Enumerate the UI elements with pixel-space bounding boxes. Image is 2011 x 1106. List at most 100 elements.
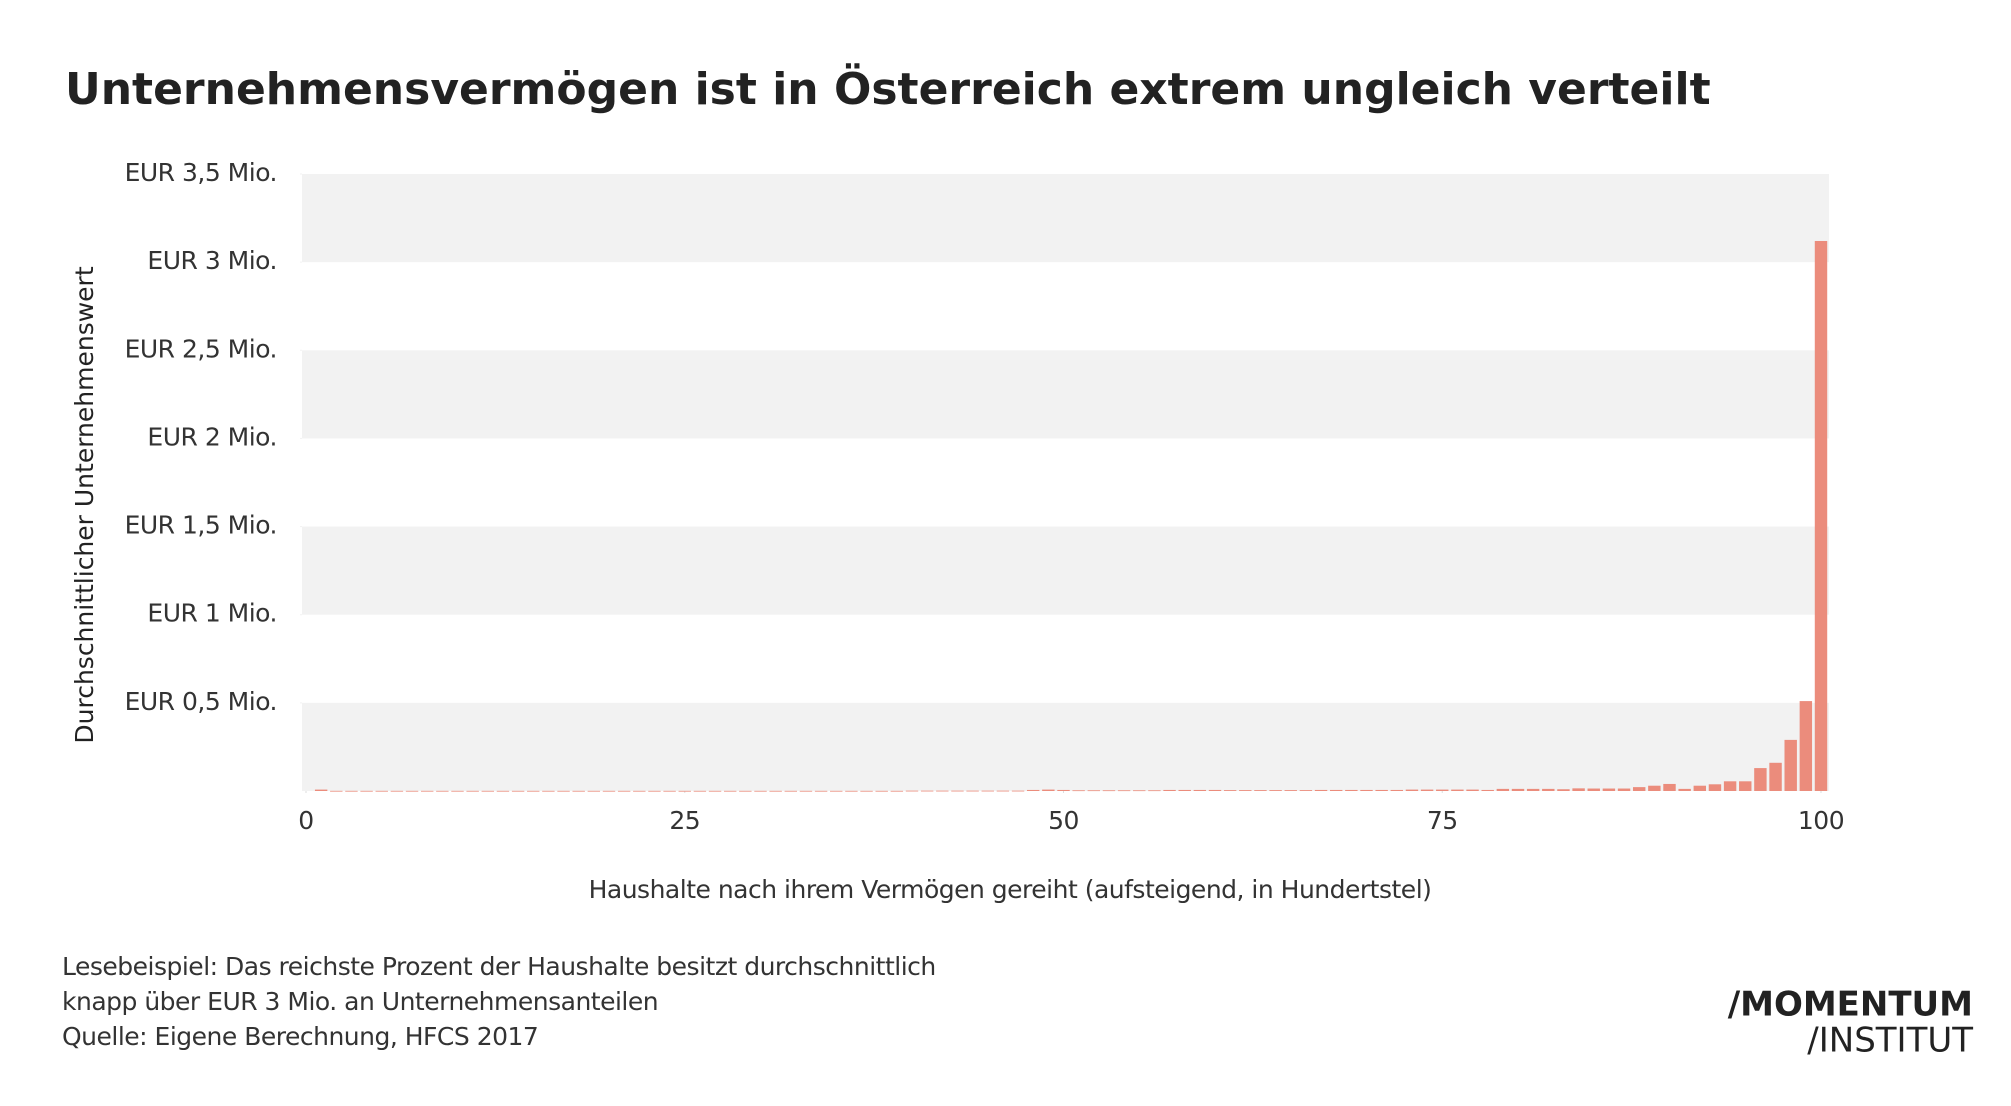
bar — [1314, 789, 1328, 791]
bar — [1163, 789, 1176, 791]
bar — [663, 790, 676, 792]
y-tick-label: EUR 2 Mio. — [147, 422, 277, 451]
x-tick-label: 25 — [669, 806, 700, 835]
bar — [1496, 788, 1510, 791]
bar — [1042, 789, 1055, 791]
bar — [1148, 790, 1161, 792]
bar — [723, 790, 737, 792]
bar — [1557, 789, 1570, 791]
bar — [436, 790, 449, 792]
bar — [875, 790, 888, 792]
bar — [1617, 788, 1631, 791]
bar — [1223, 790, 1237, 791]
bar — [633, 790, 646, 792]
bar — [451, 790, 464, 792]
note: Lesebeispiel: Das reichste Prozent der H… — [62, 952, 936, 981]
bar — [1723, 781, 1737, 791]
bar — [1405, 789, 1419, 791]
bar — [1269, 790, 1282, 791]
bar — [1057, 789, 1070, 791]
bar — [648, 790, 661, 792]
bar — [1026, 789, 1040, 791]
bar — [1299, 790, 1313, 791]
bar — [1784, 739, 1797, 791]
x-tick-label: 0 — [298, 806, 313, 835]
bar — [345, 790, 358, 792]
bar — [678, 790, 691, 792]
bar — [1436, 789, 1449, 791]
bar — [1360, 789, 1373, 791]
grid-band — [302, 526, 1829, 615]
bar — [572, 790, 585, 792]
bar — [1329, 789, 1343, 791]
bar — [1708, 784, 1722, 791]
logo: /MOMENTUM — [1728, 985, 1973, 1025]
bar — [1133, 790, 1146, 792]
bar — [511, 790, 525, 792]
bar — [1769, 762, 1782, 791]
bar — [1693, 785, 1707, 791]
bar — [1011, 790, 1025, 792]
bar — [1602, 788, 1616, 791]
x-tick-label: 75 — [1427, 806, 1458, 835]
bar — [314, 789, 328, 791]
bar — [587, 790, 601, 792]
bar — [1254, 790, 1267, 791]
bar — [1663, 783, 1676, 791]
y-tick-label: EUR 2,5 Mio. — [125, 334, 277, 363]
bar — [617, 790, 631, 792]
bar — [481, 790, 495, 792]
bar — [1102, 790, 1116, 792]
bar — [1072, 790, 1085, 792]
bar — [860, 790, 873, 792]
y-tick-label: EUR 1,5 Mio. — [125, 511, 277, 540]
bar — [1799, 701, 1813, 791]
bar — [1511, 788, 1525, 791]
bar — [1451, 789, 1464, 791]
bar — [951, 790, 964, 792]
bar — [1375, 789, 1388, 791]
bar — [1390, 789, 1404, 791]
bar — [1542, 788, 1555, 791]
bar — [693, 790, 707, 792]
bar — [1632, 787, 1646, 791]
bar — [602, 790, 616, 792]
bar — [1466, 789, 1479, 791]
grid-band — [302, 174, 1829, 263]
bar — [420, 790, 434, 792]
bar — [527, 790, 540, 792]
y-tick-label: EUR 0,5 Mio. — [125, 687, 277, 716]
bar — [1087, 790, 1101, 792]
y-tick-label: EUR 3 Mio. — [147, 246, 277, 275]
bar — [1572, 788, 1585, 791]
bar — [1239, 790, 1252, 791]
bar — [405, 790, 419, 792]
grid-band — [302, 350, 1829, 439]
y-tick-label: EUR 3,5 Mio. — [125, 158, 277, 187]
bar — [1648, 785, 1661, 791]
bar — [996, 790, 1010, 792]
bar — [360, 790, 373, 792]
x-axis-label: Haushalte nach ihrem Vermögen gereiht (a… — [589, 875, 1432, 904]
x-tick-label: 100 — [1798, 806, 1844, 835]
bar — [905, 790, 919, 792]
bar — [1208, 789, 1222, 791]
bar — [739, 790, 752, 792]
bar — [1587, 788, 1600, 791]
bar — [557, 790, 570, 792]
bar — [708, 790, 722, 792]
bar — [1345, 789, 1358, 791]
bar — [814, 790, 828, 792]
bar — [784, 790, 798, 792]
grid-band — [302, 702, 1829, 791]
bar — [390, 790, 404, 792]
bar — [496, 790, 510, 792]
y-axis-label: Durchschnittlicher Unternehmenswert — [70, 266, 99, 743]
bar — [375, 790, 388, 792]
bar — [799, 790, 813, 792]
bar — [845, 790, 858, 792]
source: Quelle: Eigene Berechnung, HFCS 2017 — [62, 1022, 538, 1051]
bar — [936, 790, 949, 792]
note: knapp über EUR 3 Mio. an Unternehmensant… — [62, 987, 658, 1016]
